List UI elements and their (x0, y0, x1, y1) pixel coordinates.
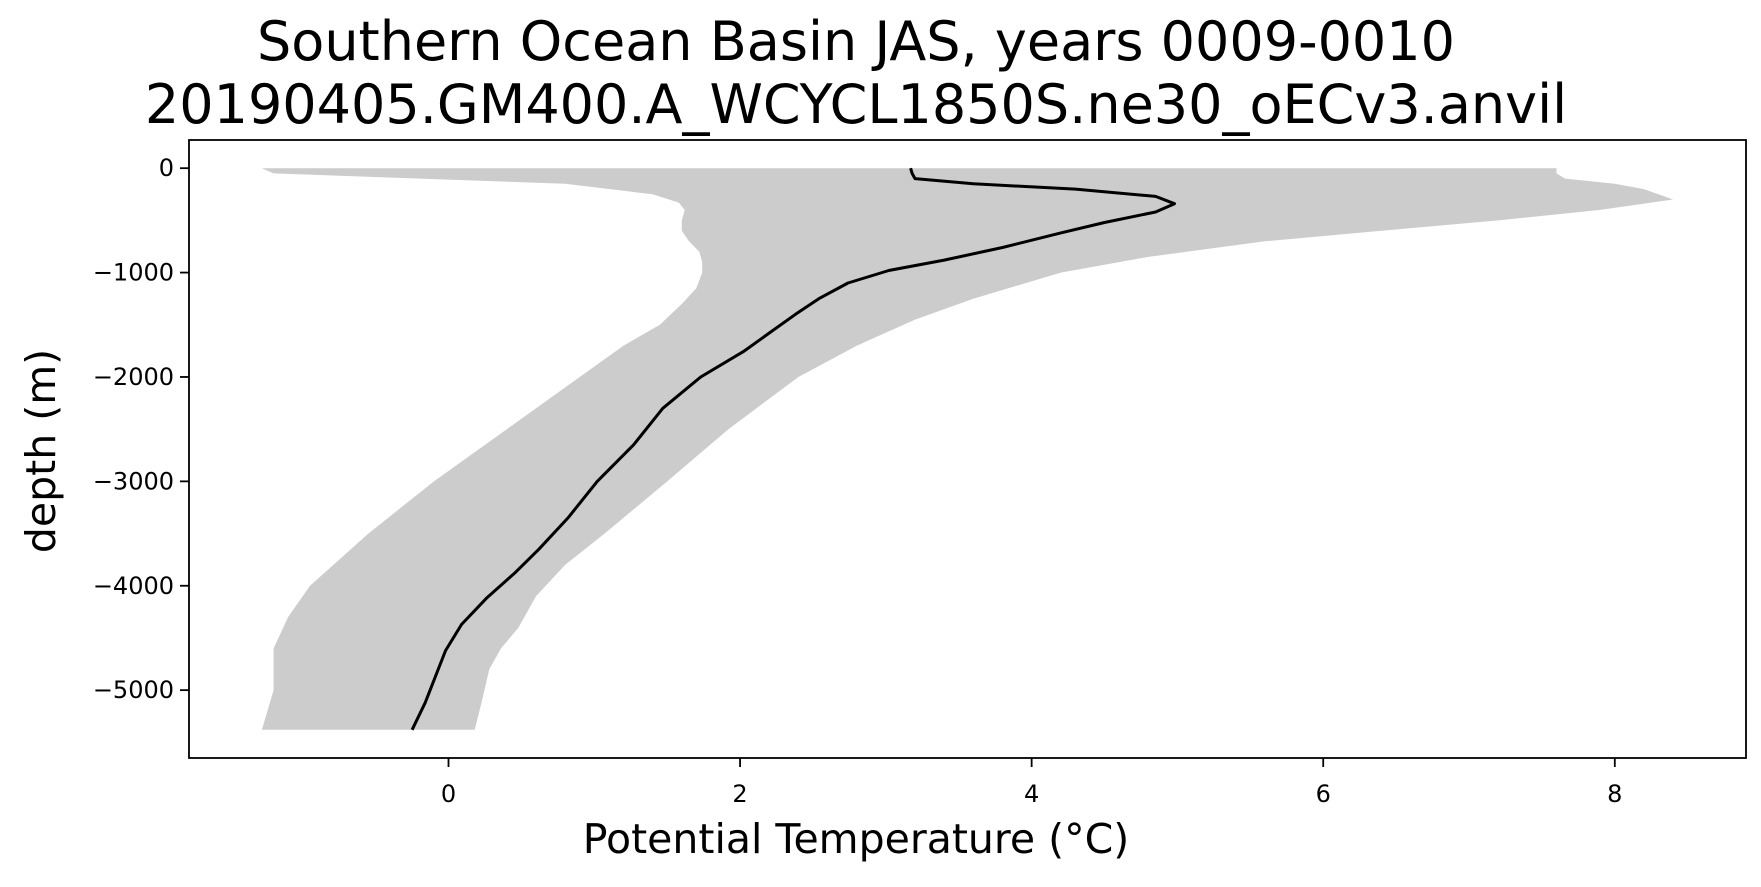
x-tick-label: 8 (1607, 780, 1622, 808)
y-tick-label: −5000 (93, 676, 174, 704)
y-tick-label: −1000 (93, 259, 174, 287)
mean-profile-line (410, 167, 1176, 731)
y-tick-label: −3000 (93, 467, 174, 495)
y-tick-label: 0 (159, 154, 174, 182)
x-tick-label: 4 (1024, 780, 1039, 808)
plot-area: 0 2 4 6 8 0 −1000 −2000 −3000 −4000 −5000 (93, 139, 1747, 808)
chart-title-line-2: 20190405.GM400.A_WCYCL1850S.ne30_oECv3.a… (145, 73, 1567, 136)
plot-frame (188, 139, 1747, 759)
x-axis-label: Potential Temperature (°C) (583, 815, 1130, 863)
y-tick-label: −2000 (93, 363, 174, 391)
chart-title-line-1: Southern Ocean Basin JAS, years 0009-001… (257, 10, 1455, 73)
x-tick-label: 6 (1316, 780, 1331, 808)
y-tick-label: −4000 (93, 572, 174, 600)
y-axis-label: depth (m) (17, 349, 65, 553)
x-tick-label: 2 (732, 780, 747, 808)
x-tick-label: 0 (441, 780, 456, 808)
range-band (261, 168, 1674, 730)
